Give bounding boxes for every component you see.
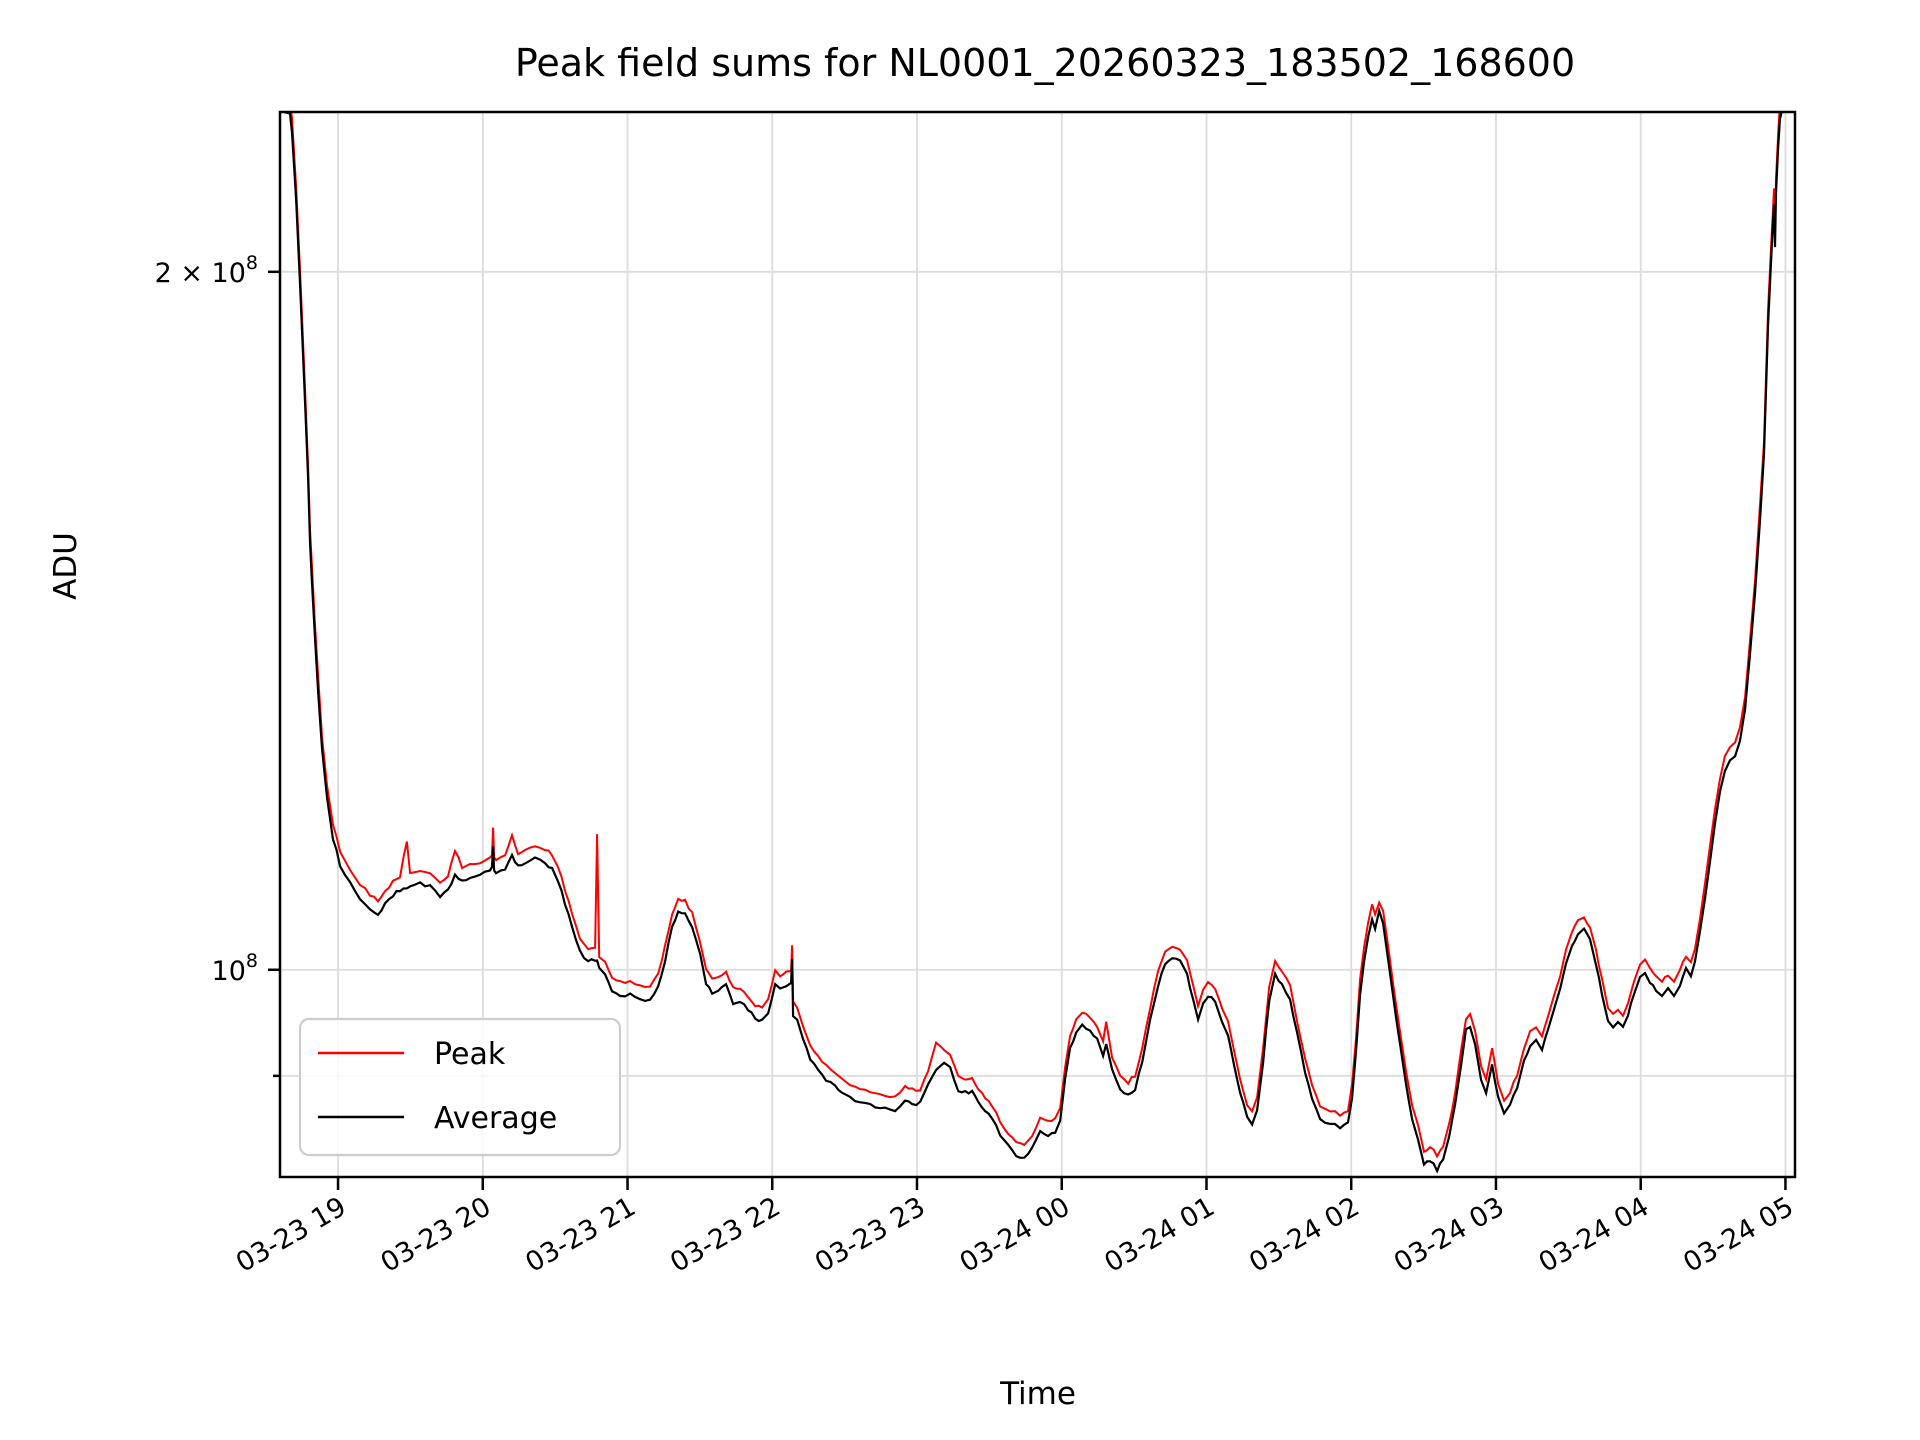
x-tick-label: 03-24 03: [1389, 1191, 1510, 1279]
y-tick-labels: 2 × 108 108: [155, 252, 258, 987]
x-tick-label: 03-24 01: [1099, 1191, 1220, 1279]
x-tick-label: 03-24 04: [1534, 1191, 1655, 1279]
x-tick-label: 03-23 20: [376, 1191, 497, 1279]
x-tick-label: 03-23 21: [520, 1191, 641, 1279]
x-tick-label: 03-23 19: [231, 1191, 352, 1279]
x-tick-labels: 03-23 19 03-23 20 03-23 21 03-23 22 03-23 23…: [231, 1191, 1799, 1279]
legend: Peak Average: [298, 1017, 622, 1157]
data-curves: [282, 112, 1783, 1174]
legend-peak-label: Peak: [434, 1037, 506, 1072]
plot-frame: [278, 110, 1797, 1179]
gridlines: [280, 112, 1795, 1177]
chart-title: Peak field sums for NL0001_20260323_1835…: [515, 41, 1575, 85]
legend-average-label: Average: [434, 1101, 557, 1136]
tick-marks: [268, 270, 1787, 1190]
x-tick-label: 03-24 05: [1678, 1191, 1799, 1279]
y-tick-label: 108: [212, 950, 258, 987]
y-axis-label: ADU: [48, 532, 84, 600]
x-tick-label: 03-23 23: [810, 1191, 931, 1279]
x-tick-label: 03-24 02: [1244, 1191, 1365, 1279]
x-tick-label: 03-24 00: [955, 1191, 1076, 1279]
peak-line: [290, 112, 1781, 1159]
y-tick-label: 2 × 108: [155, 252, 258, 289]
x-tick-label: 03-23 22: [665, 1191, 786, 1279]
average-line: [282, 112, 1783, 1174]
x-axis-label: Time: [999, 1376, 1076, 1412]
